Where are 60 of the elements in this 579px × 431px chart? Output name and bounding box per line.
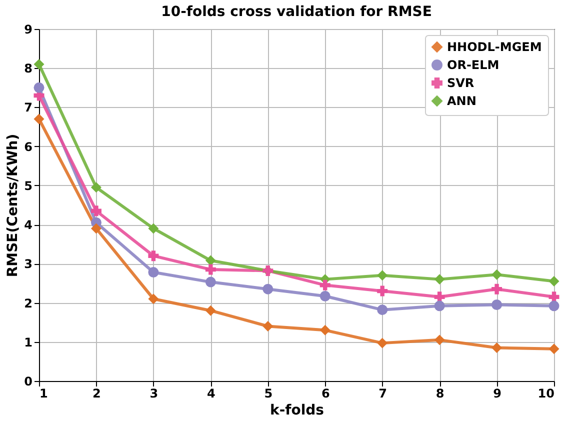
y-tick-label: 4 [24,218,32,232]
x-tick-label: 6 [321,386,330,400]
x-axis-title: k-folds [270,402,324,418]
x-tick-label: 9 [493,386,502,400]
x-tick-label: 10 [538,386,554,400]
point [492,300,502,310]
point [90,206,102,216]
point [148,267,159,278]
x-tick-label: 8 [436,386,444,400]
point [492,342,502,353]
legend-label: SVR [447,76,474,90]
point [492,284,502,294]
point [320,290,330,302]
x-tick-label: 7 [378,386,388,400]
point [34,82,44,93]
legend-label: OR-ELM [447,58,500,72]
point [434,334,445,346]
x-tick-label: 3 [150,386,158,400]
y-tick-label: 3 [24,257,32,272]
point [205,305,216,316]
point [320,280,330,290]
point [90,223,102,234]
point [377,304,388,316]
point [377,286,388,296]
point [377,270,388,281]
chart-title: 10-folds cross validation for RMSE [161,4,432,20]
point [34,114,44,124]
legend-label: ANN [447,94,476,108]
y-tick-label: 8 [24,62,32,76]
x-tick-label: 1 [40,386,48,400]
y-tick-label: 6 [24,140,32,154]
y-tick-label: 2 [24,296,32,310]
x-tick-label: 5 [264,386,273,400]
point [34,58,44,70]
point [90,182,102,193]
legend-label: HHODL-MGEM [447,40,542,54]
x-tick-label: 4 [206,386,216,400]
point [434,300,445,312]
point [148,294,159,304]
y-tick-label: 5 [24,178,32,193]
point [548,276,560,287]
y-tick-label: 9 [24,22,32,36]
y-tick-label: 1 [24,335,32,350]
point [434,274,445,285]
point [205,276,216,288]
point [262,321,274,332]
point [548,300,560,312]
y-axis-title: RMSE(Cents/KWh) [5,134,22,278]
y-tick-label: 7 [24,100,32,115]
point [205,255,216,266]
point [377,338,388,348]
point [205,264,216,275]
point [148,223,159,234]
point [148,250,159,262]
point [262,284,274,294]
point [492,269,502,280]
x-tick-label: 2 [92,386,101,400]
point [548,344,560,354]
y-tick-label: 0 [24,374,32,388]
point [320,324,330,336]
